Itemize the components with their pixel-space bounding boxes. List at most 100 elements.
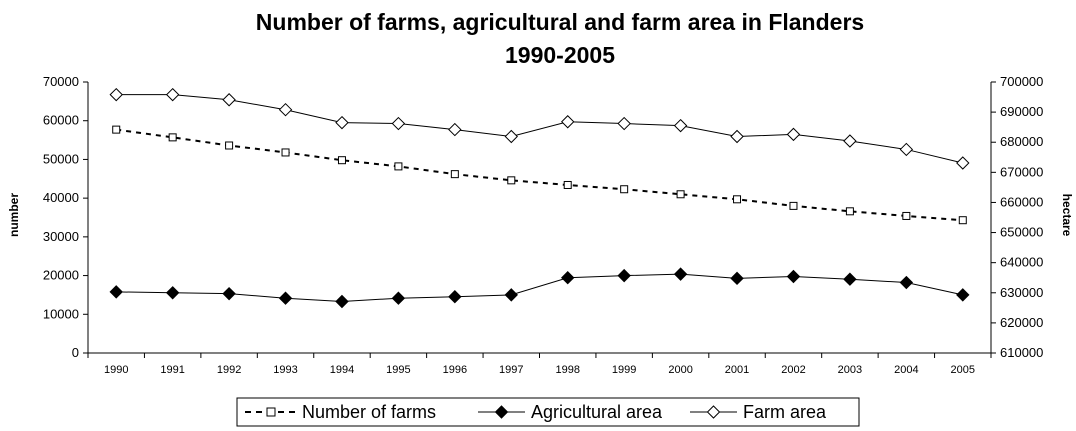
point-farms [676,190,685,199]
point-agricultural-area [730,271,744,286]
x-tick-label: 1995 [386,364,410,376]
y-left-tick-label: 30000 [43,229,79,244]
point-farm-area [561,115,575,129]
point-farm-area [843,134,857,148]
point-farm-area [335,115,349,130]
y-right-tick-label: 650000 [1000,225,1043,240]
point-agricultural-area [786,269,801,284]
x-tick-label: 1992 [217,364,241,376]
x-tick-label: 1990 [104,364,128,376]
series-line-2 [116,94,963,164]
point-agricultural-area [617,268,631,283]
point-farms [958,216,967,225]
point-agricultural-area [504,288,518,302]
point-agricultural-area [843,272,857,286]
x-tick-label: 1993 [273,364,297,376]
y-left-tick-label: 10000 [43,306,79,321]
point-farms [168,133,177,142]
legend-box [236,397,860,427]
point-farm-area [730,129,744,144]
y-right-tick-label: 700000 [1000,74,1043,89]
point-farms [733,195,742,204]
axes: 0 10000 20000 30000 40000 50000 60000 70000 6100… [43,74,1044,376]
chart-title-line2: 1990-2005 [505,42,615,68]
point-farm-area [956,156,970,170]
y-left-tick-label: 40000 [43,190,79,205]
y-right-tick-label: 630000 [1000,285,1043,300]
point-farms [337,156,346,165]
series-line-0 [116,128,963,222]
point-agricultural-area [278,291,293,305]
y-right-tick-label: 640000 [1000,255,1043,270]
point-farms [845,207,854,216]
point-farms [112,125,121,134]
x-tick-label: 2005 [951,364,975,376]
y-left-tick-label: 20000 [43,268,79,283]
point-farms [450,170,459,179]
y-axis-right-label: hectare [1060,194,1074,237]
point-farms [281,148,290,157]
point-agricultural-area [561,271,575,285]
point-agricultural-area [956,288,970,302]
point-farm-area [278,102,293,117]
point-agricultural-area [165,286,180,300]
x-tick-label: 2003 [838,364,862,376]
point-farm-area [391,116,406,131]
x-tick-label: 2002 [781,364,805,376]
point-agricultural-area [448,289,462,304]
x-tick-label: 2004 [894,364,918,376]
point-agricultural-area [673,267,688,281]
point-agricultural-area [335,294,349,309]
legend-marker-farms [266,407,276,417]
chart-title-line1: Number of farms, agricultural and farm a… [256,9,864,35]
series-line-1 [116,273,963,303]
point-farm-area [504,129,518,144]
legend-marker-agricultural [494,405,509,419]
point-farms [902,211,911,220]
point-agricultural-area [222,286,236,301]
point-farms [394,162,403,171]
y-left-tick-label: 0 [72,345,79,360]
y-right-tick-label: 610000 [1000,345,1043,360]
y-right-tick-label: 660000 [1000,194,1043,209]
point-agricultural-area [109,285,123,299]
point-agricultural-area [391,291,406,305]
point-farm-area [222,93,236,107]
point-farm-area [165,87,180,102]
series-group [109,87,970,309]
x-tick-label: 1996 [443,364,467,376]
legend-label-farms: Number of farms [302,402,436,422]
point-farms [563,180,572,189]
y-right-tick-label: 620000 [1000,315,1043,330]
legend-label-farmarea: Farm area [743,402,827,422]
x-tick-label: 1991 [160,364,184,376]
y-right-tick-label: 690000 [1000,104,1043,119]
x-tick-label: 1997 [499,364,523,376]
x-tick-label: 1999 [612,364,636,376]
legend-label-agricultural: Agricultural area [531,402,663,422]
point-farm-area [109,87,123,102]
legend: Number of farms Agricultural area Farm a… [236,397,860,427]
x-tick-label: 2001 [725,364,749,376]
x-tick-label: 2000 [668,364,692,376]
point-farm-area [448,122,462,137]
point-farms [620,185,629,194]
x-tick-label: 1994 [330,364,354,376]
y-left-tick-label: 60000 [43,113,79,128]
point-farm-area [786,127,801,142]
point-agricultural-area [899,275,914,290]
point-farm-area [673,118,688,133]
y-right-tick-label: 680000 [1000,134,1043,149]
point-farms [507,176,516,185]
point-farms [789,201,798,210]
y-right-tick-label: 670000 [1000,164,1043,179]
y-axis-left-label: number [7,193,21,237]
point-farm-area [899,142,914,157]
x-tick-label: 1998 [555,364,579,376]
y-left-tick-label: 50000 [43,151,79,166]
y-left-tick-label: 70000 [43,74,79,89]
point-farm-area [617,116,631,131]
legend-marker-farmarea [706,405,721,419]
point-farms [225,141,234,150]
